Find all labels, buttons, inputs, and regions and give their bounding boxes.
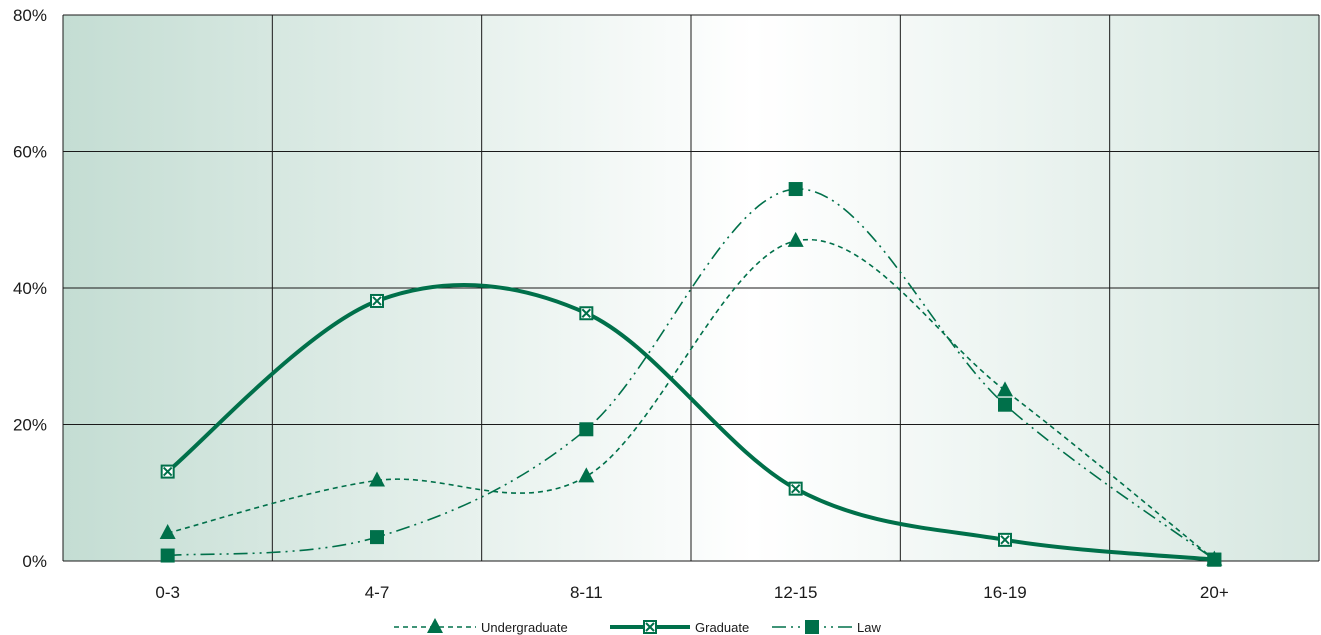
data-point-triangle — [159, 524, 176, 540]
data-point-square-x — [370, 293, 384, 308]
y-tick-label: 0% — [22, 552, 47, 571]
data-point-square — [998, 397, 1012, 412]
x-axis-tick-labels: 0-3 4-7 8-11 12-15 16-19 20+ — [155, 583, 1228, 602]
legend-label: Law — [857, 620, 881, 635]
legend-marker — [427, 618, 443, 633]
x-tick-label: 12-15 — [774, 583, 817, 602]
data-point-square-x — [579, 306, 594, 321]
y-axis-tick-labels: 0% 20% 40% 60% 80% — [13, 6, 47, 571]
data-point-square — [579, 422, 594, 437]
legend-marker — [805, 620, 819, 634]
x-tick-label: 16-19 — [983, 583, 1026, 602]
data-point-triangle — [787, 231, 804, 247]
y-tick-label: 40% — [13, 279, 47, 298]
series-line — [167, 238, 1215, 561]
legend-marker — [643, 620, 657, 634]
legend-item-graduate: Graduate — [610, 620, 749, 635]
y-tick-label: 80% — [13, 6, 47, 25]
data-point-triangle — [369, 471, 385, 487]
x-tick-label: 20+ — [1200, 583, 1229, 602]
data-point-square — [1207, 552, 1222, 567]
data-point-triangle — [578, 467, 595, 483]
data-point-square — [370, 530, 384, 545]
x-tick-label: 4-7 — [365, 583, 390, 602]
series-law — [160, 182, 1222, 567]
x-tick-label: 8-11 — [570, 583, 603, 602]
legend: Undergraduate Graduate Law — [394, 618, 881, 635]
x-tick-label: 0-3 — [155, 583, 180, 602]
gridlines — [62, 14, 1320, 562]
data-point-triangle — [997, 381, 1013, 397]
y-tick-label: 20% — [13, 416, 47, 435]
data-point-square-x — [160, 464, 175, 479]
legend-item-undergraduate: Undergraduate — [394, 618, 568, 635]
data-point-square-x — [998, 532, 1012, 547]
legend-label: Undergraduate — [481, 620, 568, 635]
data-point-square-x — [788, 481, 803, 496]
series-line — [166, 282, 1215, 562]
legend-item-law: Law — [772, 620, 881, 635]
data-point-square — [788, 182, 803, 197]
y-tick-label: 60% — [13, 143, 47, 162]
series-layer — [159, 182, 1223, 567]
legend-label: Graduate — [695, 620, 749, 635]
data-point-square — [160, 548, 175, 563]
